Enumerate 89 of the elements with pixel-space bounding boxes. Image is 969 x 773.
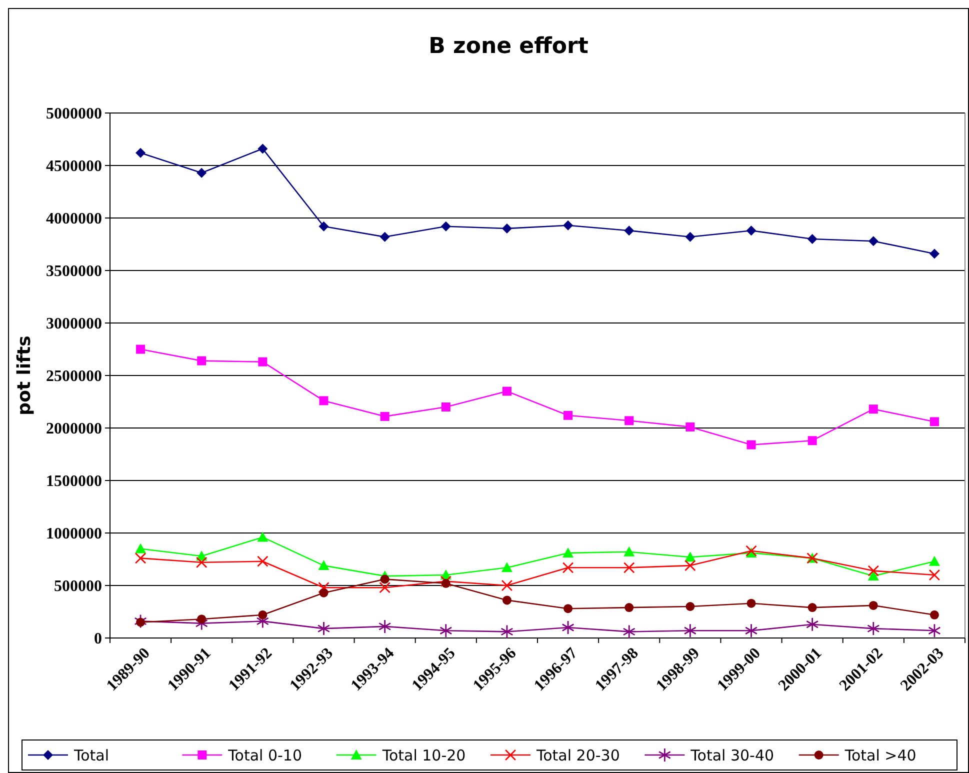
point: [807, 234, 818, 244]
point: [563, 220, 574, 230]
point: [441, 578, 450, 588]
point: [624, 416, 634, 426]
point: [929, 248, 940, 259]
y-tick-label: 1000000: [46, 526, 102, 543]
y-tick-label: 3000000: [46, 316, 102, 333]
y-tick-label: 5000000: [46, 106, 102, 123]
point: [380, 412, 390, 421]
point: [258, 144, 268, 154]
y-tick-label: 3500000: [46, 263, 102, 280]
point: [380, 574, 390, 584]
y-tick-label: 2000000: [46, 420, 102, 438]
point: [502, 386, 512, 396]
point: [564, 410, 573, 420]
point: [624, 546, 635, 556]
legend-label: Total >40: [844, 746, 916, 764]
point: [319, 588, 328, 598]
y-tick-label: 1500000: [46, 473, 102, 490]
point: [257, 532, 268, 542]
y-tick-label: 4500000: [46, 158, 102, 176]
point: [867, 622, 880, 636]
point: [502, 580, 512, 591]
point: [808, 436, 817, 446]
point: [745, 624, 758, 638]
point: [136, 148, 146, 158]
point: [686, 602, 695, 611]
point: [318, 622, 330, 636]
legend-label: Total: [73, 746, 110, 764]
point: [685, 232, 696, 242]
point: [746, 598, 756, 608]
point: [686, 422, 695, 432]
point: [502, 596, 512, 605]
point: [930, 610, 939, 620]
point: [501, 562, 512, 572]
y-tick-label: 0: [94, 630, 102, 648]
point: [502, 224, 512, 234]
point: [197, 356, 206, 366]
point: [440, 221, 451, 232]
point: [258, 610, 268, 620]
point: [930, 417, 939, 426]
point: [196, 168, 207, 178]
point: [564, 604, 573, 614]
point: [808, 603, 817, 612]
point: [258, 357, 268, 366]
point: [928, 624, 940, 638]
legend-label: Total 10-20: [381, 746, 466, 764]
point: [868, 236, 878, 246]
point: [623, 625, 636, 638]
point: [624, 562, 635, 574]
point: [868, 570, 879, 581]
point: [379, 582, 390, 594]
point: [928, 556, 940, 566]
point: [257, 556, 268, 567]
point: [441, 402, 450, 412]
legend-label: Total 30-40: [690, 746, 774, 764]
point: [135, 552, 146, 564]
chart-title: B zone effort: [428, 34, 589, 59]
point: [562, 562, 574, 574]
point: [500, 625, 513, 638]
point: [380, 232, 390, 242]
point: [684, 560, 696, 571]
point: [318, 560, 330, 570]
point: [562, 621, 574, 634]
point: [868, 600, 878, 610]
y-tick-label: 500000: [54, 578, 102, 596]
point: [136, 344, 146, 354]
point: [562, 547, 574, 558]
point: [868, 404, 878, 414]
y-tick-label: 4000000: [46, 210, 102, 228]
point: [868, 565, 879, 576]
point: [746, 440, 756, 450]
point: [684, 552, 696, 562]
point: [378, 620, 391, 633]
point: [929, 570, 940, 580]
legend-label: Total 0-10: [227, 746, 302, 764]
point: [319, 396, 328, 406]
point: [197, 614, 206, 624]
point: [806, 618, 818, 631]
legend-label: Total 20-30: [536, 746, 620, 764]
point: [135, 543, 146, 554]
point: [746, 226, 756, 236]
y-tick-label: 2500000: [46, 368, 102, 386]
point: [318, 221, 329, 232]
point: [440, 624, 452, 638]
point: [684, 624, 696, 638]
y-axis-title: pot lifts: [14, 336, 35, 416]
point: [624, 603, 634, 612]
point: [624, 226, 634, 236]
